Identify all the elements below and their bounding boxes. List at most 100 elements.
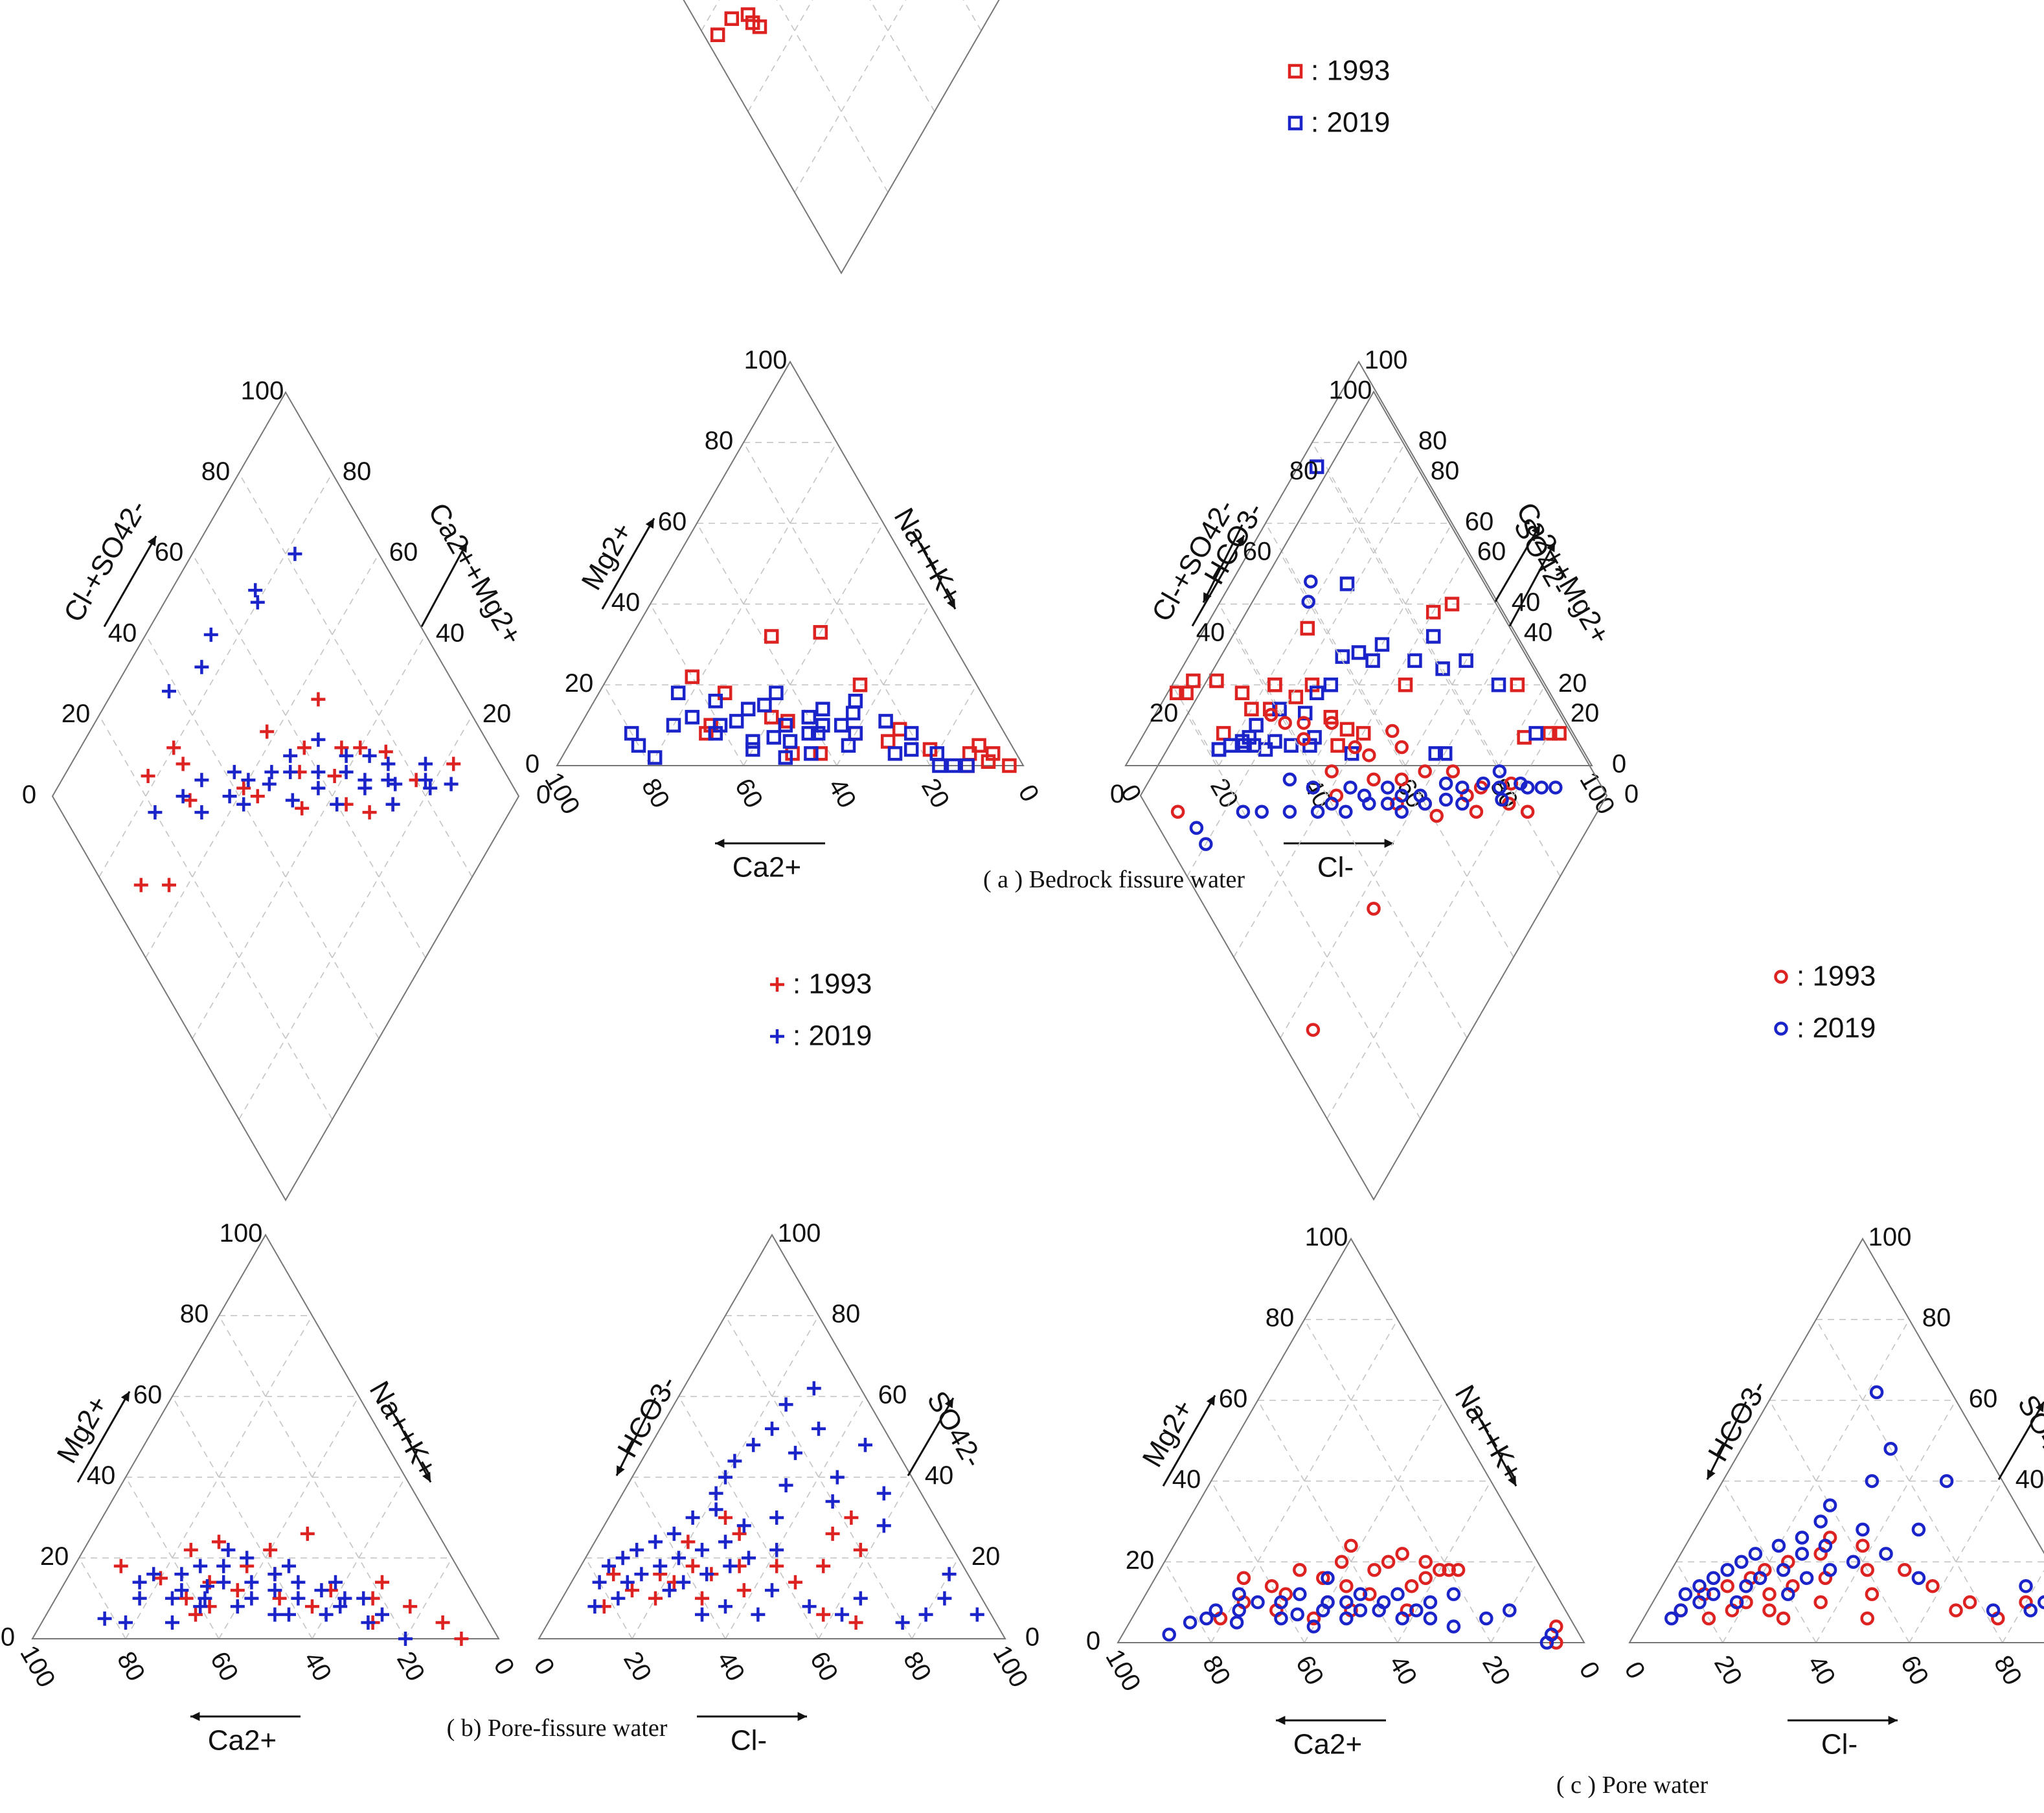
- data-point: [353, 740, 368, 755]
- data-point: [1343, 781, 1357, 795]
- data-point: [1455, 797, 1470, 811]
- tick-label: 60: [1477, 538, 1506, 566]
- data-point: [300, 1526, 315, 1541]
- data-point: [339, 748, 354, 763]
- data-point: [1290, 1607, 1304, 1622]
- data-point: [212, 1534, 226, 1549]
- data-point: [666, 1526, 681, 1541]
- data-point: [1692, 1595, 1707, 1610]
- data-point: [1459, 653, 1473, 668]
- grid-line: [1257, 1400, 1398, 1643]
- grid-line: [1218, 604, 1313, 766]
- cl-axis-label: Cl-: [731, 1725, 767, 1757]
- tick-label: 0: [1025, 1623, 1039, 1652]
- data-point: [1284, 738, 1299, 753]
- data-point: [1209, 673, 1224, 689]
- data-point: [327, 769, 342, 784]
- grid-line: [1172, 684, 1220, 766]
- tick-label: 60: [1243, 538, 1272, 566]
- data-point: [339, 764, 354, 779]
- data-point: [285, 793, 300, 808]
- data-point: [1437, 746, 1453, 761]
- tick-label: 40: [1524, 618, 1553, 646]
- data-point: [1002, 758, 1017, 773]
- data-point: [1446, 1619, 1461, 1634]
- grid-line: [631, 1477, 726, 1639]
- data-point: [174, 1567, 189, 1582]
- data-point: [1274, 1595, 1288, 1610]
- data-point: [1939, 1474, 1954, 1488]
- data-point: [1879, 1547, 1893, 1561]
- legend-label: : 2019: [793, 1020, 872, 1052]
- data-point: [765, 1583, 779, 1598]
- grid-line: [98, 472, 333, 878]
- data-point: [813, 624, 828, 640]
- grid-line: [1210, 1481, 1305, 1643]
- data-point: [666, 718, 681, 733]
- cation-triangle: [1117, 1237, 1585, 1643]
- tick-label: 0: [22, 781, 36, 809]
- grid-line: [911, 1557, 959, 1639]
- data-point: [1162, 1627, 1176, 1642]
- data-point: [1762, 1587, 1777, 1601]
- cl-arrow: [1284, 839, 1394, 848]
- data-point: [1264, 1579, 1279, 1593]
- data-point: [362, 748, 377, 763]
- data-point: [1362, 748, 1376, 762]
- tick-label: 80: [832, 1300, 861, 1328]
- data-point: [727, 1454, 742, 1468]
- data-point: [1860, 1563, 1874, 1577]
- data-point: [1288, 689, 1304, 705]
- data-point: [1720, 1563, 1734, 1577]
- legend-label: : 2019: [1311, 107, 1390, 139]
- data-point: [1324, 764, 1339, 779]
- tick-label: 40: [2016, 1465, 2044, 1494]
- anion-triangle: [1628, 1237, 2044, 1643]
- data-point: [1334, 1555, 1349, 1569]
- data-point: [1186, 673, 1201, 689]
- grid-line: [1498, 684, 1546, 766]
- data-point: [852, 678, 868, 692]
- data-point: [283, 764, 298, 779]
- data-point: [1300, 621, 1315, 636]
- tick-label: 20: [971, 1542, 1001, 1571]
- data-point: [1344, 1538, 1358, 1553]
- hco3-arrow: [1706, 1401, 1747, 1480]
- legend-label: : 2019: [1797, 1012, 1876, 1044]
- data-point: [876, 1518, 891, 1533]
- data-point: [942, 1567, 957, 1582]
- hco3-arrow: [615, 1397, 657, 1476]
- data-point: [1199, 1611, 1214, 1626]
- data-point: [141, 769, 155, 784]
- data-point: [1385, 724, 1400, 738]
- legend-item-0: : 1993: [770, 968, 872, 1000]
- data-point: [1293, 1563, 1307, 1577]
- tick-label: 0: [525, 750, 539, 779]
- data-point: [222, 789, 237, 804]
- data-point: [1753, 1571, 1767, 1585]
- data-point: [853, 1542, 868, 1557]
- data-point: [1395, 1547, 1409, 1561]
- data-point: [1720, 1579, 1734, 1593]
- data-point: [670, 685, 686, 701]
- data-point: [378, 744, 393, 759]
- tick-label: 0: [1110, 780, 1124, 808]
- data-point: [1282, 804, 1297, 819]
- data-point: [227, 764, 242, 779]
- data-point: [282, 1558, 296, 1573]
- data-point: [1306, 1023, 1321, 1037]
- grid-line: [725, 1396, 866, 1639]
- data-point: [712, 718, 728, 733]
- data-point: [1356, 725, 1371, 741]
- data-point: [333, 1599, 348, 1614]
- data-point: [1762, 1603, 1777, 1617]
- data-point: [1288, 115, 1303, 131]
- grid-line: [1233, 553, 1468, 958]
- tick-label: 80: [1418, 427, 1448, 455]
- data-point: [1339, 804, 1353, 819]
- data-point: [825, 1494, 840, 1509]
- grid-line: [1909, 1481, 2003, 1643]
- data-point: [1394, 788, 1409, 803]
- data-point: [198, 1591, 212, 1606]
- data-point: [1380, 781, 1395, 795]
